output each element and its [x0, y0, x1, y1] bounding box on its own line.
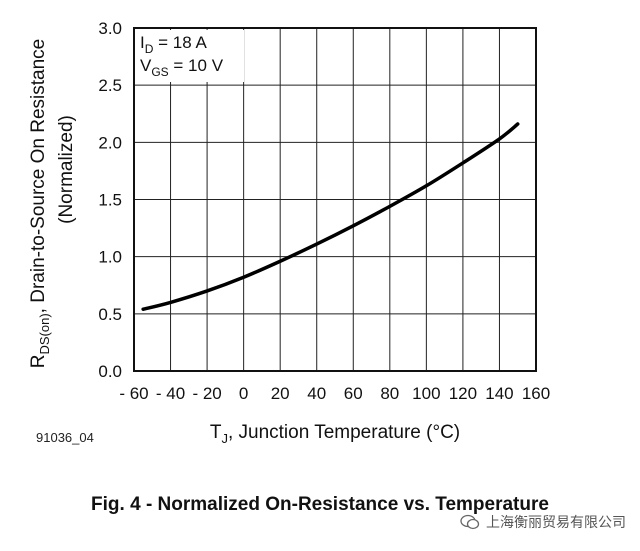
annotation-current-label: I: [140, 33, 145, 52]
figure-id: 91036_04: [36, 430, 94, 445]
annotation-current-value: = 18 A: [153, 33, 207, 52]
y-tick-label: 1.0: [98, 248, 122, 267]
y-axis-label-rest: , Drain-to-Source On Resistance: [28, 39, 49, 314]
y-tick-label: 0.5: [98, 305, 122, 324]
x-tick-label: 100: [412, 384, 440, 403]
x-tick-labels: - 60 - 40 - 20 0 20 40 60 80 100 120 140 160: [119, 384, 550, 403]
y-tick-label: 1.5: [98, 191, 122, 210]
y-tick-label: 3.0: [98, 19, 122, 38]
x-tick-label: 120: [449, 384, 477, 403]
annotation-voltage-value: = 10 V: [169, 56, 224, 75]
series-group: [141, 122, 520, 312]
x-axis-label-sub: J: [221, 431, 228, 446]
x-tick-label: - 60: [119, 384, 148, 403]
y-axis-label-line2: (Normalized): [56, 115, 77, 224]
annotation-voltage-label: V: [140, 56, 152, 75]
x-tick-label: 40: [307, 384, 326, 403]
watermark: 上海衡丽贸易有限公司: [460, 512, 626, 532]
y-tick-label: 2.0: [98, 133, 122, 152]
x-tick-label: 60: [344, 384, 363, 403]
annotation-current-sub: D: [145, 42, 154, 56]
annotation-voltage-sub: GS: [151, 65, 168, 79]
x-tick-label: 20: [271, 384, 290, 403]
series-line: [141, 122, 520, 312]
x-tick-label: 160: [522, 384, 550, 403]
x-axis-label: TJ, Junction Temperature (°C): [210, 422, 460, 446]
y-tick-label: 2.5: [98, 76, 122, 95]
figure-caption: Fig. 4 - Normalized On-Resistance vs. Te…: [91, 494, 549, 515]
wechat-icon: [460, 514, 480, 530]
y-axis-label-main: R: [28, 355, 49, 369]
y-tick-label: 0.0: [98, 362, 122, 381]
y-tick-labels: 0.0 0.5 1.0 1.5 2.0 2.5 3.0: [98, 19, 122, 381]
x-axis-label-rest: , Junction Temperature (°C): [228, 422, 460, 443]
watermark-text: 上海衡丽贸易有限公司: [486, 515, 626, 531]
annotation-current: ID = 18 A: [140, 33, 207, 56]
x-tick-label: 140: [485, 384, 513, 403]
x-tick-label: 0: [239, 384, 248, 403]
annotation-background: [136, 30, 244, 82]
plot-frame: [133, 27, 537, 372]
x-axis-label-main: T: [210, 422, 222, 443]
x-tick-label: - 40: [156, 384, 185, 403]
y-axis-label-line1: RDS(on), Drain-to-Source On Resistance: [28, 39, 52, 368]
x-tick-label: 80: [380, 384, 399, 403]
y-axis-label-sub: DS(on): [37, 313, 52, 354]
x-tick-label: - 20: [192, 384, 221, 403]
annotation-voltage: VGS = 10 V: [140, 56, 224, 79]
